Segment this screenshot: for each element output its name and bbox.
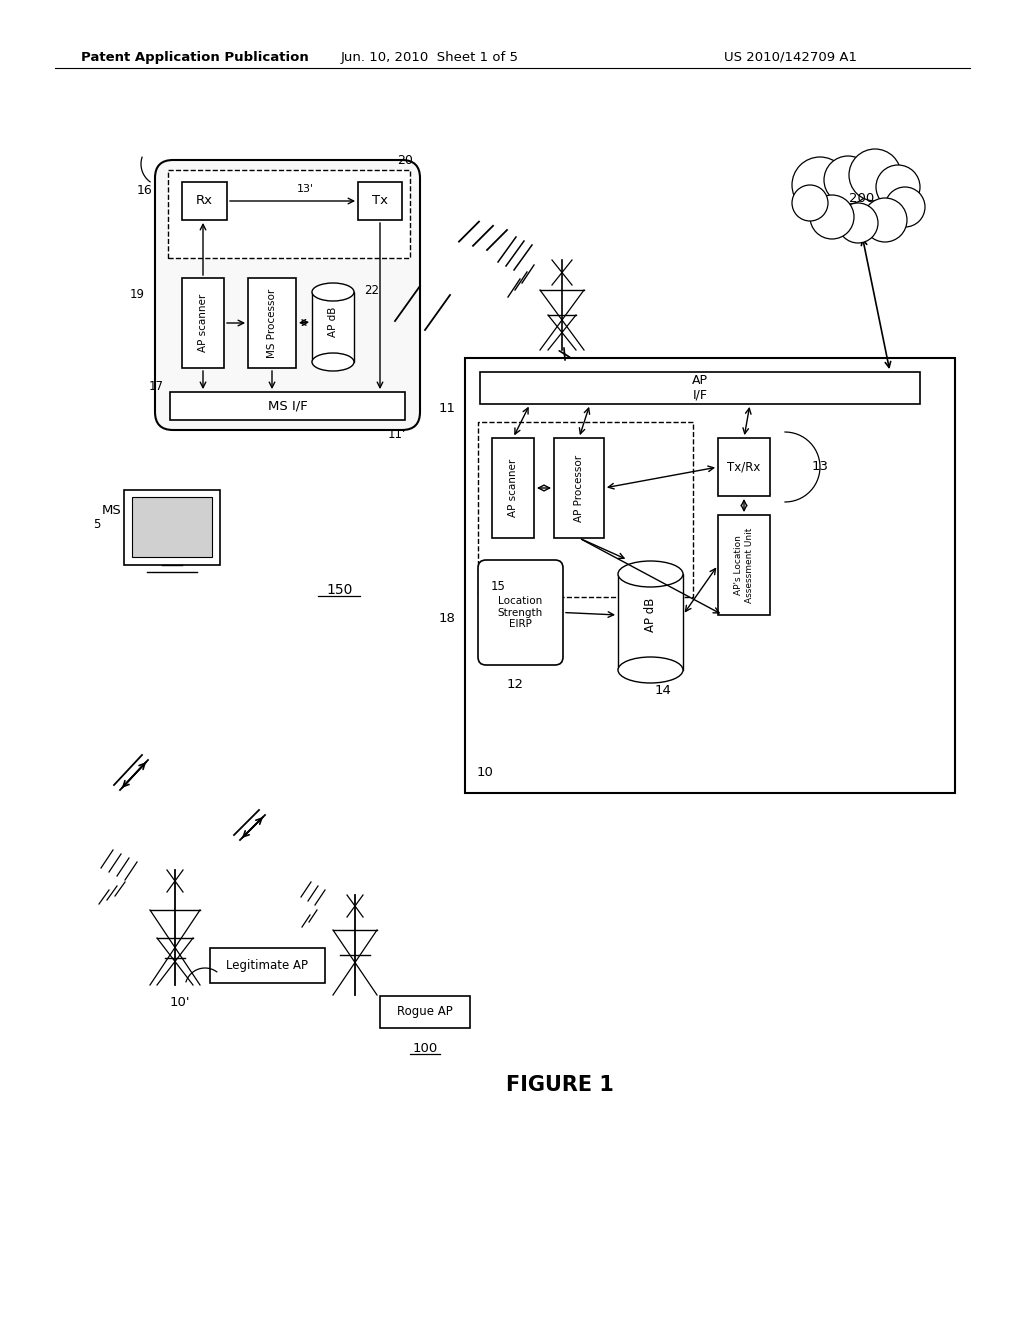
Ellipse shape: [312, 282, 354, 301]
Text: Tx: Tx: [372, 194, 388, 207]
Text: 10: 10: [476, 767, 494, 780]
FancyBboxPatch shape: [380, 997, 470, 1028]
Text: 11: 11: [438, 401, 456, 414]
Ellipse shape: [618, 657, 683, 682]
Text: 150: 150: [327, 583, 353, 597]
FancyBboxPatch shape: [480, 372, 920, 404]
Text: AP dB: AP dB: [644, 598, 657, 632]
Text: Legitimate AP: Legitimate AP: [226, 960, 308, 972]
Circle shape: [824, 156, 872, 205]
Text: Patent Application Publication: Patent Application Publication: [81, 50, 309, 63]
FancyBboxPatch shape: [478, 560, 563, 665]
FancyBboxPatch shape: [618, 574, 683, 671]
Text: MS I/F: MS I/F: [267, 400, 307, 412]
Text: 5: 5: [93, 519, 100, 532]
Circle shape: [863, 198, 907, 242]
Text: Jun. 10, 2010  Sheet 1 of 5: Jun. 10, 2010 Sheet 1 of 5: [341, 50, 519, 63]
Text: AP
I/F: AP I/F: [692, 374, 708, 403]
Text: MS Processor: MS Processor: [267, 288, 278, 358]
Text: AP's Location
Assessment Unit: AP's Location Assessment Unit: [734, 527, 754, 603]
Text: AP Processor: AP Processor: [574, 454, 584, 521]
Circle shape: [838, 203, 878, 243]
Text: 13: 13: [811, 461, 828, 474]
Text: AP dB: AP dB: [328, 306, 338, 337]
FancyBboxPatch shape: [182, 182, 227, 220]
Text: 18: 18: [438, 611, 456, 624]
FancyBboxPatch shape: [718, 438, 770, 496]
FancyBboxPatch shape: [478, 422, 693, 597]
Text: Rx: Rx: [196, 194, 213, 207]
Text: 12: 12: [507, 678, 524, 692]
Text: US 2010/142709 A1: US 2010/142709 A1: [724, 50, 856, 63]
Text: 14: 14: [654, 684, 671, 697]
Text: 16: 16: [137, 183, 153, 197]
Circle shape: [885, 187, 925, 227]
Text: AP scanner: AP scanner: [508, 459, 518, 517]
Text: MS: MS: [102, 503, 122, 516]
Text: 19: 19: [129, 289, 144, 301]
Ellipse shape: [312, 352, 354, 371]
FancyBboxPatch shape: [465, 358, 955, 793]
Text: Rogue AP: Rogue AP: [397, 1006, 453, 1019]
Text: 200: 200: [849, 193, 874, 206]
Text: 22: 22: [365, 284, 380, 297]
Text: Location
Strength
EIRP: Location Strength EIRP: [498, 595, 543, 630]
Text: 10': 10': [170, 997, 190, 1010]
Text: 17: 17: [148, 380, 164, 392]
Text: 15: 15: [490, 581, 506, 594]
FancyBboxPatch shape: [210, 948, 325, 983]
Circle shape: [792, 157, 848, 213]
Circle shape: [876, 165, 920, 209]
FancyBboxPatch shape: [718, 515, 770, 615]
FancyBboxPatch shape: [358, 182, 402, 220]
Text: 100: 100: [413, 1041, 437, 1055]
FancyBboxPatch shape: [554, 438, 604, 539]
Text: AP scanner: AP scanner: [198, 294, 208, 352]
FancyBboxPatch shape: [124, 490, 220, 565]
FancyBboxPatch shape: [182, 279, 224, 368]
FancyBboxPatch shape: [168, 170, 410, 257]
Text: Tx/Rx: Tx/Rx: [727, 461, 761, 474]
Text: 13': 13': [296, 183, 313, 194]
FancyBboxPatch shape: [170, 392, 406, 420]
Circle shape: [849, 149, 901, 201]
FancyBboxPatch shape: [492, 438, 534, 539]
Circle shape: [792, 185, 828, 220]
Text: FIGURE 1: FIGURE 1: [506, 1074, 614, 1096]
Text: 11': 11': [388, 429, 407, 441]
Circle shape: [810, 195, 854, 239]
FancyBboxPatch shape: [248, 279, 296, 368]
FancyBboxPatch shape: [155, 160, 420, 430]
FancyBboxPatch shape: [132, 498, 212, 557]
Ellipse shape: [618, 561, 683, 587]
FancyBboxPatch shape: [312, 292, 354, 362]
Text: 20: 20: [397, 153, 413, 166]
